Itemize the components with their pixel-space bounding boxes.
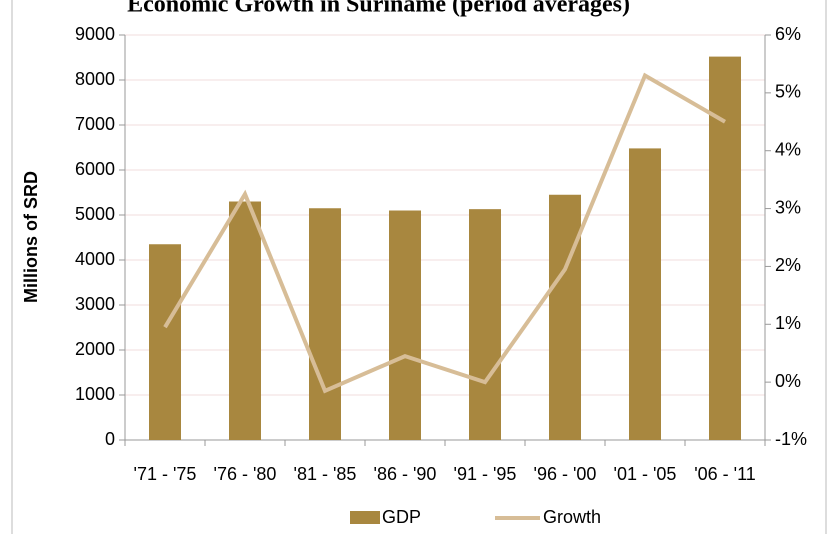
- y-tick-label: 4000: [75, 249, 115, 269]
- bar: [469, 209, 501, 440]
- x-tick-label: '71 - '75: [134, 464, 197, 484]
- legend-label: GDP: [382, 507, 421, 527]
- y-tick-label: 3000: [75, 294, 115, 314]
- growth-line: [163, 72, 727, 394]
- bar: [629, 148, 661, 440]
- bar: [229, 201, 261, 440]
- y-axis-label: Millions of SRD: [21, 171, 41, 303]
- x-tick-label: '81 - '85: [294, 464, 357, 484]
- y2-tick-label: 6%: [775, 24, 801, 44]
- x-tick-label: '76 - '80: [214, 464, 277, 484]
- bar: [309, 208, 341, 440]
- y-tick-label: 9000: [75, 24, 115, 44]
- y-tick-label: 2000: [75, 339, 115, 359]
- y2-tick-label: 5%: [775, 82, 801, 102]
- bar: [149, 244, 181, 440]
- legend-label: Growth: [543, 507, 601, 527]
- legend-swatch: [350, 511, 380, 524]
- y2-tick-label: 4%: [775, 139, 801, 159]
- y2-tick-label: 3%: [775, 197, 801, 217]
- y-tick-label: 5000: [75, 204, 115, 224]
- chart-frame: [11, 0, 827, 534]
- y-tick-label: 1000: [75, 384, 115, 404]
- bar: [549, 194, 581, 440]
- x-tick-label: '86 - '90: [374, 464, 437, 484]
- y2-tick-label: 1%: [775, 313, 801, 333]
- y-tick-label: 8000: [75, 69, 115, 89]
- y2-tick-label: 2%: [775, 255, 801, 275]
- y2-tick-label: 0%: [775, 371, 801, 391]
- x-tick-label: '91 - '95: [454, 464, 517, 484]
- x-tick-label: '06 - '11: [694, 464, 756, 484]
- bar: [389, 210, 421, 440]
- chart-title: Economic Growth in Suriname (period aver…: [127, 0, 630, 18]
- y2-tick-label: -1%: [775, 429, 807, 449]
- y-tick-label: 7000: [75, 114, 115, 134]
- x-tick-label: '96 - '00: [534, 464, 597, 484]
- y-tick-label: 6000: [75, 159, 115, 179]
- y-tick-label: 0: [105, 429, 115, 449]
- x-tick-label: '01 - '05: [614, 464, 677, 484]
